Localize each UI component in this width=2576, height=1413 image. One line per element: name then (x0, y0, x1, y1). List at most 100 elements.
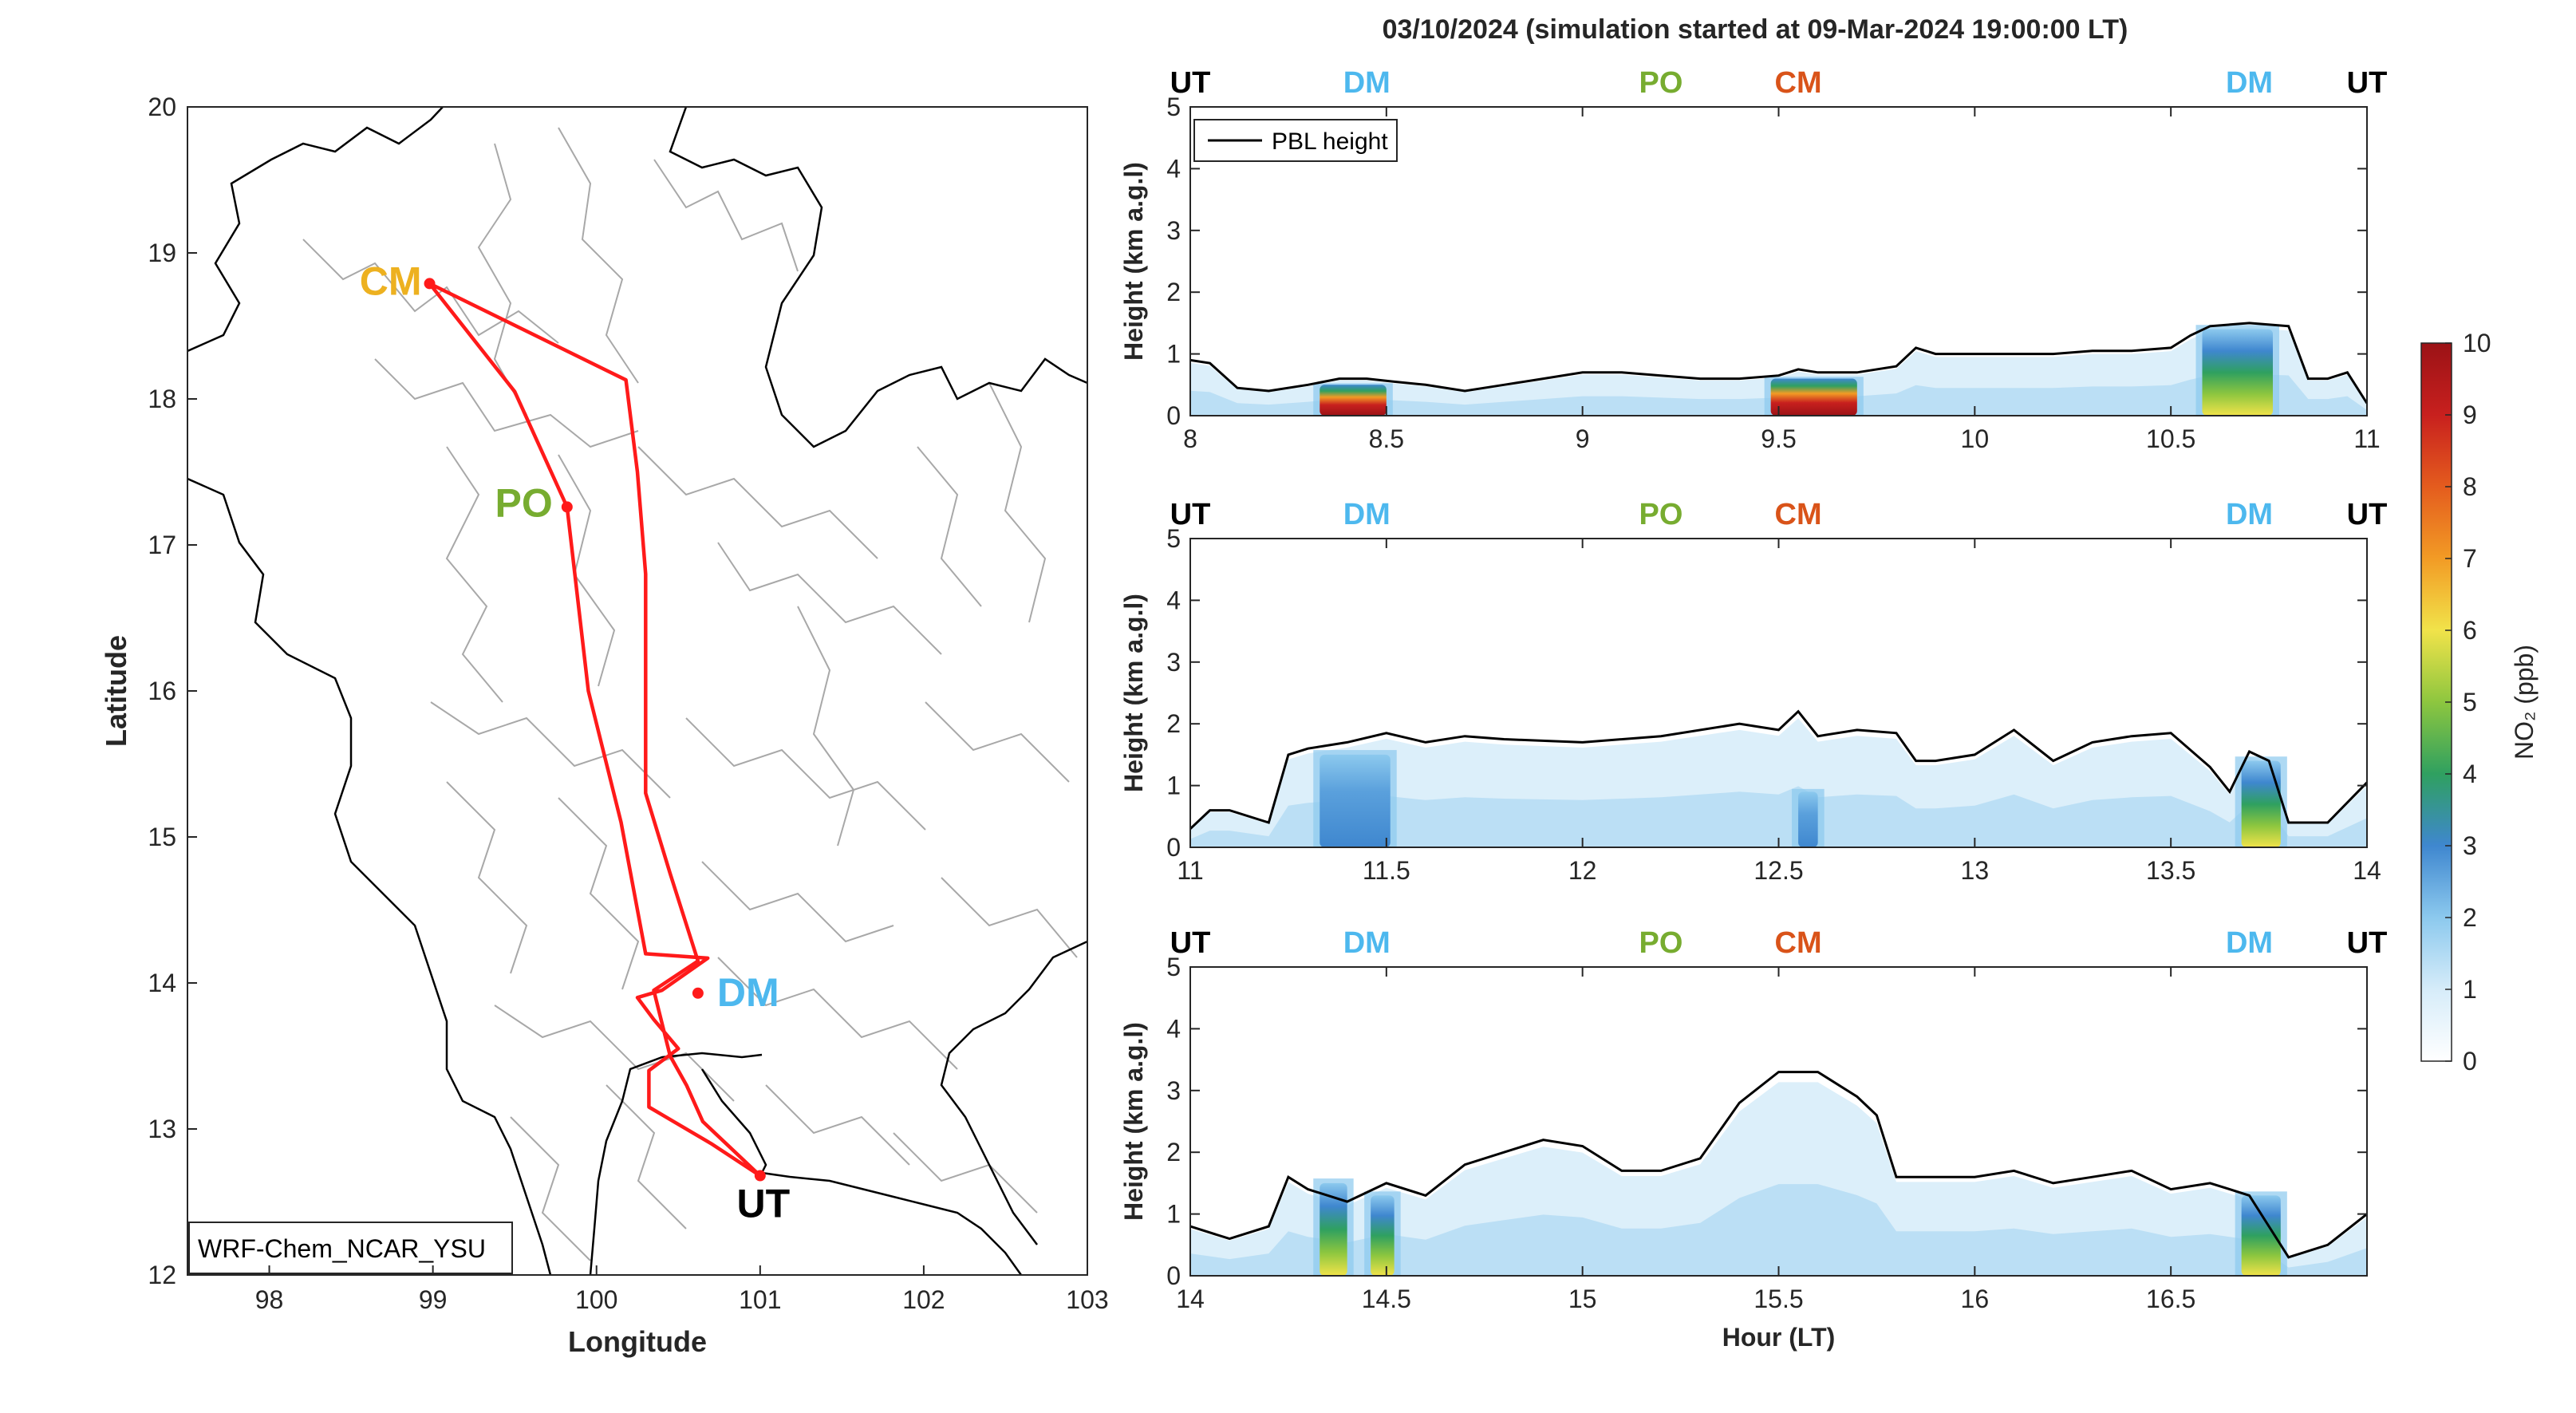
colorbar-tick-label: 6 (2463, 616, 2477, 645)
panel-y-tick-label: 4 (1166, 1014, 1181, 1043)
model-label: WRF-Chem_NCAR_YSU (198, 1234, 486, 1263)
no2-plume (1798, 791, 1818, 847)
colorbar-tick-label: 1 (2463, 975, 2477, 1004)
panel-x-tick-label: 16 (1961, 1285, 1990, 1313)
pbl-legend-label: PBL height (1272, 128, 1388, 155)
panel-y-tick-label: 2 (1166, 278, 1181, 306)
panel-site-label-ut: UT (2347, 498, 2388, 531)
panel-y-tick-label: 1 (1166, 340, 1181, 369)
no2-near-surface-field (1190, 373, 2367, 416)
map-x-tick-label: 101 (739, 1285, 781, 1314)
colorbar-tick-label: 8 (2463, 472, 2477, 501)
site-marker-po (561, 501, 573, 513)
no2-near-surface-field (1190, 1184, 2367, 1276)
pbl-legend: PBL height (1193, 119, 1398, 162)
panel-site-label-po: PO (1639, 66, 1683, 100)
map-y-tick-label: 16 (148, 677, 176, 705)
panel-y-tick-label: 1 (1166, 1200, 1181, 1229)
site-marker-dm (692, 987, 704, 999)
panel-x-tick-label: 14 (1176, 1285, 1205, 1313)
site-marker-cm (424, 278, 436, 290)
panel-x-tick-label: 8.5 (1369, 424, 1404, 453)
panel-x-tick-label: 11 (1177, 856, 1203, 885)
map-y-tick-label: 12 (148, 1261, 176, 1289)
panel-x-tick-label: 10 (1961, 424, 1990, 453)
panel-x-tick-label: 12 (1568, 856, 1597, 885)
no2-plume (1770, 378, 1857, 416)
panel-site-label-cm: CM (1775, 66, 1822, 100)
panel-y-tick-label: 5 (1166, 93, 1181, 121)
panel-y-tick-label: 3 (1166, 648, 1181, 677)
map-x-tick-label: 100 (575, 1285, 617, 1314)
panel-y-tick-label: 3 (1166, 1076, 1181, 1105)
panel-x-tick-label: 10.5 (2146, 424, 2195, 453)
map-x-tick-label: 102 (902, 1285, 945, 1314)
panel-y-axis-label: Height (km a.g.l) (1119, 1022, 1148, 1221)
panel-x-tick-label: 8 (1183, 424, 1197, 453)
map-axes-background (187, 107, 1087, 1275)
map-y-axis-label: Latitude (100, 635, 132, 747)
panel-x-tick-label: 15 (1568, 1285, 1597, 1313)
panel-x-tick-label: 16.5 (2146, 1285, 2195, 1313)
map-y-tick-label: 13 (148, 1115, 176, 1143)
no2-plume (2241, 1195, 2281, 1276)
map-y-ticks: 12 13 14 15 16 17 18 19 20 (148, 93, 197, 1289)
site-label-dm: DM (717, 970, 779, 1015)
pbl-height-line (1190, 709, 2367, 830)
panel-x-tick-label: 13.5 (2146, 856, 2195, 885)
colorbar-tick-label: 3 (2463, 831, 2477, 860)
panel-x-axis-label: Hour (LT) (1722, 1323, 1836, 1352)
colorbar: 0 1 2 3 4 5 6 7 8 9 10 NO₂ (ppb) (2420, 329, 2539, 1076)
colorbar-ticks: 0 1 2 3 4 5 6 7 8 9 10 (2445, 329, 2491, 1076)
no2-near-surface-field (1190, 786, 2367, 847)
panel-site-label-dm: DM (1343, 926, 1391, 960)
panel-site-label-ut: UT (2347, 926, 2388, 960)
pbl-height-line (1190, 322, 2367, 405)
map-x-tick-label: 98 (255, 1285, 284, 1314)
colorbar-tick-label: 0 (2463, 1047, 2477, 1076)
panel-y-tick-label: 0 (1166, 401, 1181, 430)
no2-curtain-panel-1: 8 8.5 9 9.5 10 10.5 11 0 1 2 3 4 5 Height (km a.g.l) U… (1119, 66, 2387, 453)
panel-x-tick-label: 14 (2353, 856, 2381, 885)
map-x-tick-label: 99 (419, 1285, 448, 1314)
panel-site-label-dm: DM (1343, 498, 1391, 531)
colorbar-tick-label: 7 (2463, 544, 2477, 573)
panel-site-label-ut: UT (1170, 66, 1211, 100)
route-line (428, 282, 762, 1178)
map-y-tick-label: 15 (148, 823, 176, 851)
map-x-axis-label: Longitude (568, 1325, 707, 1358)
map-y-tick-label: 17 (148, 531, 176, 559)
panel-site-label-cm: CM (1775, 498, 1822, 531)
panel-site-label-ut: UT (1170, 926, 1211, 960)
model-label-box (188, 1222, 513, 1274)
figure-title: 03/10/2024 (simulation started at 09-Mar… (1383, 14, 2128, 45)
panel-x-tick-label: 11.5 (1363, 856, 1410, 885)
map-y-tick-label: 14 (148, 969, 176, 997)
panel-y-tick-label: 2 (1166, 709, 1181, 738)
site-label-ut: UT (736, 1182, 790, 1226)
panel-site-label-po: PO (1639, 498, 1683, 531)
panel-y-tick-label: 2 (1166, 1138, 1181, 1166)
panel-x-tick-label: 13 (1961, 856, 1990, 885)
panel-site-label-dm: DM (1343, 66, 1391, 100)
panel-site-label-ut: UT (2347, 66, 2388, 100)
panel-x-tick-label: 12.5 (1753, 856, 1803, 885)
site-label-cm: CM (360, 259, 422, 303)
map-y-tick-label: 18 (148, 385, 176, 413)
panel-site-label-ut: UT (1170, 498, 1211, 531)
pbl-height-line (1190, 1071, 2367, 1259)
no2-plume (1320, 385, 1387, 416)
map-x-tick-label: 103 (1066, 1285, 1108, 1314)
panel-site-label-dm: DM (2226, 926, 2273, 960)
panel-x-tick-label: 15.5 (1753, 1285, 1803, 1313)
site-label-po: PO (495, 480, 553, 525)
panel-y-tick-label: 3 (1166, 216, 1181, 245)
panel-y-axis-label: Height (km a.g.l) (1119, 594, 1148, 792)
panel-x-tick-label: 14.5 (1362, 1285, 1411, 1313)
no2-plume (1371, 1195, 1395, 1276)
no2-curtain-panel-3: 14 14.5 15 15.5 16 16.5 0 1 2 3 4 5 Height (km a.g.l… (1119, 926, 2387, 1352)
panel-y-tick-label: 1 (1166, 772, 1181, 800)
